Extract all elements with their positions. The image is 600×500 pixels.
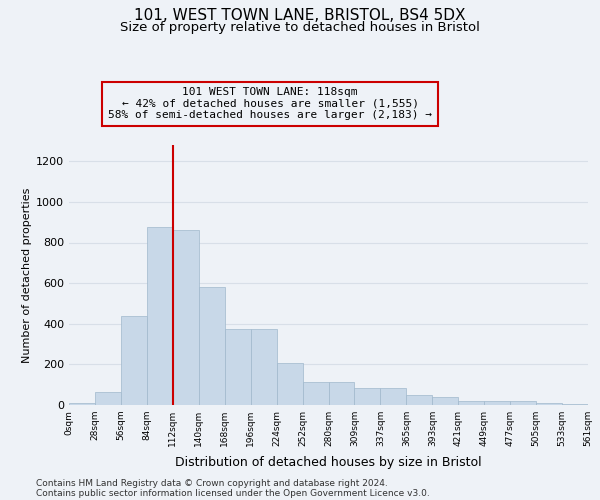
Bar <box>173 230 199 405</box>
Text: Size of property relative to detached houses in Bristol: Size of property relative to detached ho… <box>120 21 480 34</box>
Bar <box>484 402 510 405</box>
Bar <box>562 404 588 405</box>
Bar <box>380 388 406 405</box>
Bar <box>406 395 432 405</box>
Text: Contains HM Land Registry data © Crown copyright and database right 2024.: Contains HM Land Registry data © Crown c… <box>36 480 388 488</box>
Text: 101 WEST TOWN LANE: 118sqm
← 42% of detached houses are smaller (1,555)
58% of s: 101 WEST TOWN LANE: 118sqm ← 42% of deta… <box>108 87 432 120</box>
Text: Contains public sector information licensed under the Open Government Licence v3: Contains public sector information licen… <box>36 490 430 498</box>
Text: Distribution of detached houses by size in Bristol: Distribution of detached houses by size … <box>175 456 482 469</box>
Bar <box>199 287 224 405</box>
Bar <box>251 329 277 405</box>
Bar <box>95 392 121 405</box>
Bar <box>329 382 355 405</box>
Bar <box>302 382 329 405</box>
Bar <box>69 403 95 405</box>
Bar <box>433 397 458 405</box>
Bar <box>277 364 302 405</box>
Bar <box>225 329 251 405</box>
Bar <box>458 401 484 405</box>
Bar <box>536 403 562 405</box>
Bar <box>510 402 536 405</box>
Bar <box>147 228 173 405</box>
Bar <box>121 316 147 405</box>
Text: 101, WEST TOWN LANE, BRISTOL, BS4 5DX: 101, WEST TOWN LANE, BRISTOL, BS4 5DX <box>134 8 466 22</box>
Bar <box>355 388 380 405</box>
Y-axis label: Number of detached properties: Number of detached properties <box>22 188 32 362</box>
